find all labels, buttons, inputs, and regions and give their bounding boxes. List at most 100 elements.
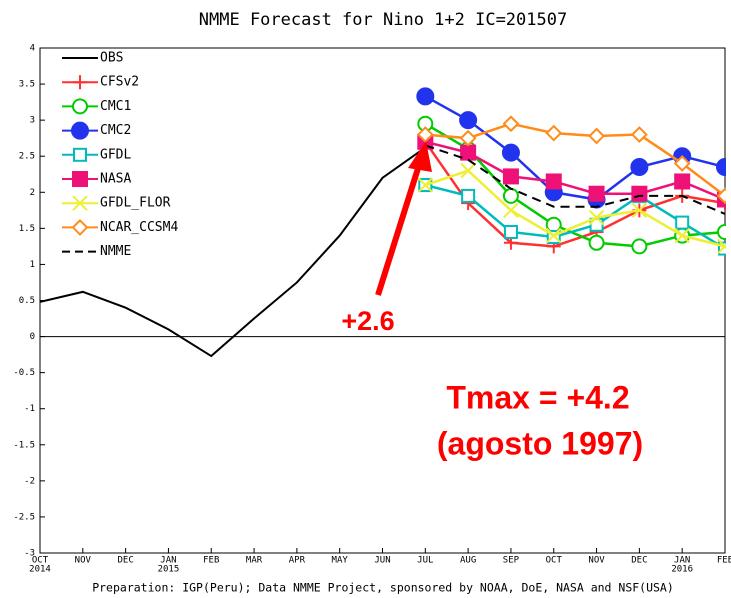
x-tick-label: AUG (460, 556, 476, 566)
arrow (375, 161, 423, 296)
series-line (424, 144, 726, 215)
y-tick-label: 3.5 (19, 80, 35, 90)
marker (503, 202, 519, 219)
legend-label: GFDL_FLOR (100, 196, 171, 211)
marker (71, 121, 89, 140)
x-tick-label: JUN (374, 556, 390, 566)
x-tick-label: JAN (160, 556, 176, 566)
x-tick-label: DEC (631, 556, 647, 566)
marker (631, 238, 648, 255)
y-tick-label: -1.5 (13, 440, 35, 450)
marker (630, 126, 648, 143)
marker (588, 185, 605, 202)
marker (717, 238, 726, 255)
marker (502, 187, 519, 204)
arrow-head (408, 141, 432, 172)
x-tick-year: 2015 (158, 565, 180, 575)
marker (459, 111, 478, 130)
marker (631, 202, 648, 219)
marker (588, 234, 605, 251)
marker (716, 187, 726, 205)
y-tick-label: 1 (30, 260, 35, 270)
x-tick-label: MAY (332, 556, 349, 566)
marker (502, 168, 519, 185)
marker (72, 98, 88, 115)
marker (73, 75, 87, 90)
legend-label: NASA (100, 172, 131, 187)
legend-label: CFSv2 (100, 75, 139, 90)
marker (416, 126, 434, 143)
y-tick-label: 1.5 (19, 224, 35, 234)
chart-title: NMME Forecast for Nino 1+2 IC=201507 (199, 10, 567, 30)
series-line (40, 146, 426, 358)
marker (717, 223, 726, 240)
legend: OBS CFSv2 CMC1 CMC2 GFDL NASA GFDL_FLOR NCAR_CC… (62, 51, 178, 259)
marker (546, 227, 562, 244)
marker (73, 147, 87, 162)
marker (675, 215, 690, 230)
marker (460, 144, 477, 161)
y-tick-label: 0.5 (19, 296, 35, 306)
marker (71, 218, 89, 236)
marker (460, 162, 476, 179)
marker (630, 158, 649, 177)
marker (72, 195, 88, 211)
y-tick-label: -1 (24, 404, 35, 414)
marker (459, 129, 477, 147)
y-tick-label: 2.5 (19, 152, 35, 162)
x-tick-label: SEP (503, 556, 520, 566)
marker (72, 171, 88, 187)
annotation: (agosto 1997) (437, 425, 643, 461)
x-tick-label: JUL (417, 556, 433, 566)
y-tick-label: -3 (24, 549, 35, 559)
marker (673, 155, 691, 172)
annotation: Tmax = +4.2 (446, 379, 629, 415)
plot-frame (39, 47, 726, 554)
legend-label: CMC1 (100, 99, 131, 114)
marker (461, 188, 476, 203)
x-tick-label: FEB (203, 556, 219, 566)
marker (503, 224, 518, 239)
legend-label: OBS (100, 51, 123, 66)
annotation: +2.6 (341, 306, 394, 336)
marker (545, 124, 563, 142)
marker (674, 173, 691, 190)
series-line (424, 141, 726, 248)
marker (417, 177, 434, 193)
x-tick-label: NOV (75, 556, 92, 566)
series-line (425, 183, 726, 250)
y-tick-label: 2 (30, 188, 35, 198)
y-tick-label: 0 (30, 332, 35, 342)
y-tick-label: -0.5 (13, 368, 35, 378)
plot-area (40, 87, 726, 358)
marker (674, 227, 690, 244)
marker (588, 209, 605, 226)
y-tick-label: -2.5 (13, 512, 35, 522)
legend-label: GFDL (100, 147, 131, 162)
series-line (425, 122, 726, 197)
legend-label: NMME (100, 244, 131, 259)
y-tick-label: 4 (30, 44, 35, 54)
x-tick-label: DEC (117, 556, 133, 566)
marker (502, 115, 520, 133)
footer: Preparation: IGP(Peru); Data NMME Projec… (92, 581, 674, 595)
x-tick-label: OCT (32, 556, 49, 566)
y-tick-label: -2 (24, 476, 35, 486)
x-tick-label: JAN (674, 556, 690, 566)
x-tick-label: NOV (588, 556, 605, 566)
x-tick-label: OCT (546, 556, 563, 566)
marker (501, 143, 520, 162)
marker (631, 185, 648, 202)
marker (716, 158, 726, 177)
x-tick-label: FEB (717, 556, 731, 566)
x-tick-label: APR (289, 556, 306, 566)
legend-label: NCAR_CCSM4 (100, 220, 178, 235)
y-tick-label: 3 (30, 116, 35, 126)
marker (588, 127, 605, 145)
x-tick-year: 2016 (671, 565, 693, 575)
legend-label: CMC2 (100, 123, 131, 138)
marker (416, 87, 435, 106)
x-tick-label: MAR (246, 556, 263, 566)
x-tick-year: 2014 (29, 565, 51, 575)
